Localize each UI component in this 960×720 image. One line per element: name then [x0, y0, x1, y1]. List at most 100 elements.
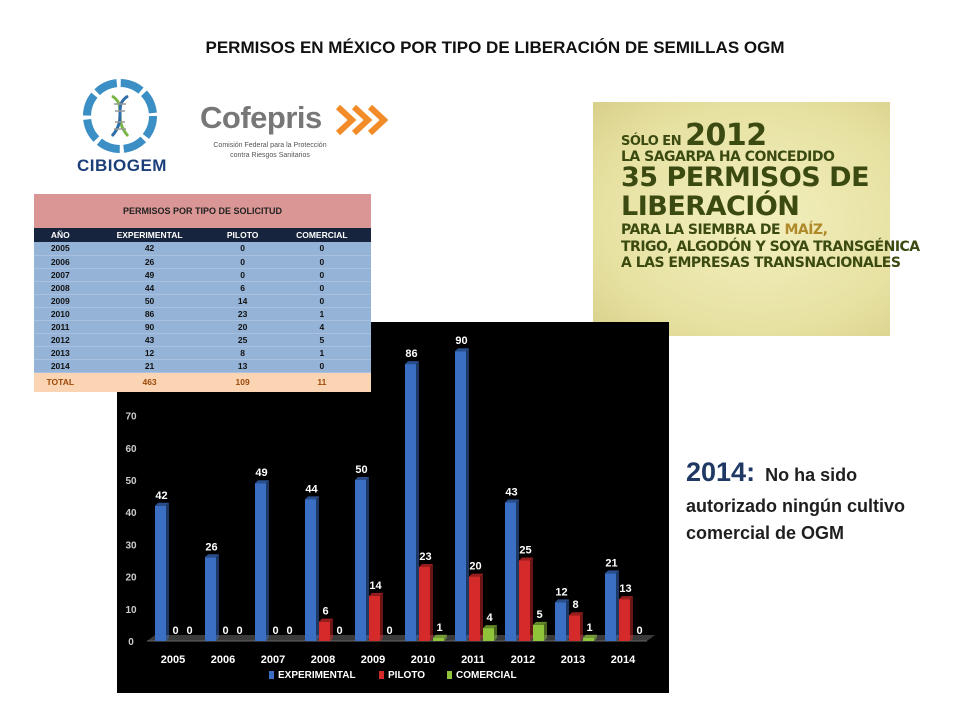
- note-2014: 2014: No ha sido autorizado ningún culti…: [686, 452, 918, 547]
- bar-side-experimental-2008: [316, 496, 319, 641]
- data-label: 0: [272, 625, 278, 637]
- legend-swatch-comercial: [447, 671, 452, 679]
- x-tick-label: 2006: [211, 654, 235, 666]
- legend-label-comercial: COMERCIAL: [456, 670, 517, 681]
- table-cell: 0: [212, 255, 273, 269]
- bar-piloto-2010: [419, 566, 430, 641]
- bar-side-comercial-2013: [594, 634, 597, 641]
- bar-top-experimental-2007: [255, 480, 269, 484]
- chevron-arrows-icon: [335, 104, 389, 136]
- data-label: 5: [536, 609, 542, 621]
- permits-table: PERMISOS POR TIPO DE SOLICITUD AÑO EXPER…: [34, 194, 371, 392]
- bar-top-piloto-2014: [619, 596, 633, 600]
- data-label: 90: [455, 335, 467, 347]
- bar-experimental-2013: [555, 602, 566, 641]
- bar-top-piloto-2008: [319, 618, 333, 622]
- bar-top-piloto-2010: [419, 563, 433, 567]
- table-cell: 1: [272, 307, 371, 321]
- bar-side-piloto-2008: [330, 618, 333, 641]
- bar-experimental-2005: [155, 505, 166, 641]
- legend-label-piloto: PILOTO: [388, 670, 425, 681]
- table-cell: 50: [86, 294, 213, 308]
- bar-side-piloto-2013: [580, 612, 583, 641]
- header-piloto: PILOTO: [212, 228, 273, 242]
- bar-comercial-2010: [433, 637, 444, 641]
- table-cell: 90: [86, 320, 213, 334]
- slide-title: PERMISOS EN MÉXICO POR TIPO DE LIBERACIÓ…: [205, 38, 785, 57]
- data-label: 0: [336, 625, 342, 637]
- table-cell: 49: [86, 268, 213, 282]
- table-caption: PERMISOS POR TIPO DE SOLICITUD: [34, 194, 371, 228]
- table-cell: 2011: [34, 320, 87, 334]
- table-cell: 43: [86, 333, 213, 347]
- table-row: 2009 50 14 0: [34, 294, 371, 308]
- table-row: 2005 42 0 0: [34, 242, 371, 256]
- data-label: 12: [555, 586, 567, 598]
- total-label: TOTAL: [34, 372, 87, 392]
- bar-top-piloto-2009: [369, 592, 383, 596]
- data-label: 0: [172, 625, 178, 637]
- bar-side-experimental-2010: [416, 361, 419, 641]
- bar-top-comercial-2012: [533, 621, 547, 625]
- dna-ring-icon: [83, 79, 157, 153]
- table-cell: 0: [212, 242, 273, 256]
- data-label: 6: [322, 606, 328, 618]
- bar-top-piloto-2012: [519, 557, 533, 561]
- table-row: 2012 43 25 5: [34, 333, 371, 347]
- x-tick-label: 2008: [311, 654, 335, 666]
- legend-swatch-experimental: [269, 671, 274, 679]
- data-label: 0: [636, 625, 642, 637]
- data-label: 44: [305, 483, 318, 495]
- y-tick-label: 0: [128, 637, 134, 648]
- cofepris-logo-text: Cofepris: [200, 100, 322, 135]
- bar-side-piloto-2014: [630, 596, 633, 641]
- cofepris-logo: Cofepris Comisión Federal para la Protec…: [200, 100, 400, 170]
- data-label: 1: [436, 622, 442, 634]
- table-row: 2008 44 6 0: [34, 281, 371, 295]
- table-cell: 23: [212, 307, 273, 321]
- table-cell: 2005: [34, 242, 87, 256]
- bar-side-piloto-2009: [380, 592, 383, 641]
- table-cell: 0: [272, 255, 371, 269]
- header-comercial: COMERCIAL: [272, 228, 371, 242]
- bar-experimental-2006: [205, 557, 216, 641]
- bar-side-comercial-2011: [494, 625, 497, 641]
- table-row: 2006 26 0 0: [34, 255, 371, 269]
- table-cell: 5: [272, 333, 371, 347]
- poster-line6: TRIGO, ALGODÓN Y SOYA TRANSGÉNICA: [621, 238, 920, 255]
- header-experimental: EXPERIMENTAL: [86, 228, 213, 242]
- bar-top-piloto-2013: [569, 612, 583, 616]
- bar-top-comercial-2010: [433, 634, 447, 638]
- bar-comercial-2012: [533, 624, 544, 641]
- bar-comercial-2011: [483, 628, 494, 641]
- bar-top-experimental-2006: [205, 554, 219, 558]
- table-cell: 13: [212, 359, 273, 373]
- table-cell: 44: [86, 281, 213, 295]
- table-cell: 2007: [34, 268, 87, 282]
- table-cell: 0: [272, 294, 371, 308]
- data-label: 50: [355, 464, 367, 476]
- data-label: 14: [369, 580, 382, 592]
- x-tick-label: 2009: [361, 654, 385, 666]
- total-piloto: 109: [212, 372, 273, 392]
- data-label: 20: [469, 561, 481, 573]
- bar-piloto-2008: [319, 621, 330, 641]
- bar-side-experimental-2009: [366, 477, 369, 641]
- bar-side-experimental-2014: [616, 570, 619, 641]
- bar-top-experimental-2008: [305, 496, 319, 500]
- bar-top-experimental-2010: [405, 361, 419, 365]
- bar-experimental-2007: [255, 483, 266, 641]
- table-cell: 0: [272, 359, 371, 373]
- bar-experimental-2014: [605, 573, 616, 641]
- poster-line4: LIBERACIÓN: [621, 190, 800, 222]
- table-cell: 2006: [34, 255, 87, 269]
- table-row: 2014 21 13 0: [34, 359, 371, 373]
- data-label: 0: [186, 625, 192, 637]
- table-cell: 8: [212, 346, 273, 360]
- bar-piloto-2014: [619, 599, 630, 641]
- poster-year: 2012: [685, 118, 767, 153]
- bar-top-experimental-2005: [155, 502, 169, 506]
- data-label: 13: [619, 583, 631, 595]
- data-label: 4: [486, 612, 493, 624]
- table-row: 2010 86 23 1: [34, 307, 371, 321]
